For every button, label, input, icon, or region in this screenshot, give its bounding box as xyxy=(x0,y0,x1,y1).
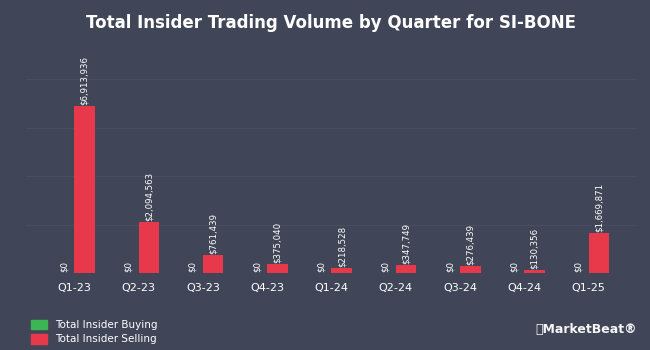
Text: $1,669,871: $1,669,871 xyxy=(595,183,603,232)
Bar xyxy=(74,106,95,273)
Bar xyxy=(589,232,609,273)
Text: $0: $0 xyxy=(381,261,390,272)
Bar xyxy=(525,270,545,273)
Text: $761,439: $761,439 xyxy=(209,213,218,254)
Text: $0: $0 xyxy=(60,261,68,272)
Text: $0: $0 xyxy=(188,261,197,272)
Bar xyxy=(460,266,480,273)
Text: $0: $0 xyxy=(574,261,583,272)
Title: Total Insider Trading Volume by Quarter for SI-BONE: Total Insider Trading Volume by Quarter … xyxy=(86,14,577,32)
Text: $347,749: $347,749 xyxy=(402,223,411,264)
Text: $0: $0 xyxy=(317,261,326,272)
Text: $218,528: $218,528 xyxy=(337,226,346,267)
Text: $2,094,563: $2,094,563 xyxy=(144,172,153,222)
Text: $375,040: $375,040 xyxy=(273,222,282,263)
Text: $0: $0 xyxy=(252,261,261,272)
Bar xyxy=(203,254,224,273)
Text: $0: $0 xyxy=(510,261,519,272)
Bar xyxy=(396,265,417,273)
Text: $0: $0 xyxy=(445,261,454,272)
Text: $6,913,936: $6,913,936 xyxy=(80,56,89,105)
Legend: Total Insider Buying, Total Insider Selling: Total Insider Buying, Total Insider Sell… xyxy=(31,320,158,344)
Text: $130,356: $130,356 xyxy=(530,228,539,269)
Text: $276,439: $276,439 xyxy=(466,224,475,265)
Bar xyxy=(267,264,288,273)
Text: ⾟MarketBeat®: ⾟MarketBeat® xyxy=(536,323,637,336)
Bar xyxy=(138,222,159,273)
Bar xyxy=(332,268,352,273)
Text: $0: $0 xyxy=(124,261,133,272)
